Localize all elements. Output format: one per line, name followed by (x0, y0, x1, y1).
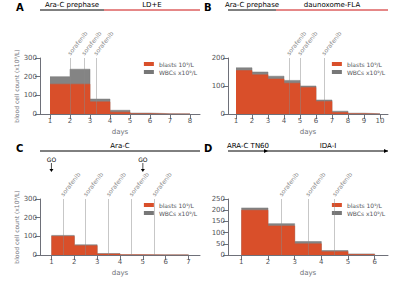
svg-text:9: 9 (362, 117, 366, 125)
svg-text:250: 250 (212, 195, 225, 203)
svg-text:6: 6 (148, 117, 153, 125)
svg-text:days: days (112, 269, 129, 277)
svg-text:300: 300 (24, 54, 37, 62)
svg-text:ARA-C TN60: ARA-C TN60 (227, 142, 269, 150)
svg-text:C: C (16, 143, 23, 154)
svg-text:sorafenib: sorafenib (304, 171, 327, 198)
svg-text:5: 5 (298, 117, 302, 125)
svg-text:1: 1 (239, 258, 243, 266)
svg-text:0: 0 (33, 251, 37, 259)
svg-text:GO: GO (138, 156, 148, 163)
svg-text:200: 200 (24, 73, 37, 81)
svg-text:IDA-I: IDA-I (320, 142, 337, 150)
svg-text:7: 7 (168, 117, 172, 125)
svg-text:4: 4 (282, 117, 287, 125)
svg-text:100: 100 (24, 232, 37, 240)
svg-text:200: 200 (212, 54, 225, 62)
svg-text:A: A (16, 2, 24, 13)
svg-text:200: 200 (24, 214, 37, 222)
svg-text:sorafenib: sorafenib (296, 30, 319, 57)
svg-text:GO: GO (47, 156, 57, 163)
svg-text:blasts 10⁹/L: blasts 10⁹/L (347, 61, 383, 68)
svg-text:6: 6 (314, 117, 319, 125)
svg-text:0: 0 (221, 110, 225, 118)
svg-text:2: 2 (266, 258, 270, 266)
svg-text:sorafenib: sorafenib (127, 171, 150, 198)
svg-text:3: 3 (266, 117, 270, 125)
svg-text:100: 100 (212, 82, 225, 90)
svg-text:WBCs x10⁹/L: WBCs x10⁹/L (347, 69, 386, 76)
svg-text:100: 100 (24, 91, 37, 99)
svg-text:sorafenib: sorafenib (65, 29, 89, 57)
svg-text:4: 4 (319, 258, 324, 266)
svg-text:4: 4 (108, 117, 113, 125)
svg-text:WBCs x10⁹/L: WBCs x10⁹/L (159, 210, 198, 217)
svg-text:10: 10 (376, 117, 385, 125)
svg-text:5: 5 (141, 258, 145, 266)
svg-text:2: 2 (72, 258, 76, 266)
svg-text:D: D (204, 143, 212, 154)
svg-text:3: 3 (292, 258, 296, 266)
svg-text:3: 3 (88, 117, 92, 125)
svg-text:300: 300 (24, 195, 37, 203)
svg-text:7: 7 (186, 258, 190, 266)
svg-text:sorafenib: sorafenib (320, 30, 343, 57)
svg-text:blasts 10⁹/L: blasts 10⁹/L (347, 202, 383, 209)
svg-text:6: 6 (163, 258, 168, 266)
svg-text:8: 8 (188, 117, 192, 125)
svg-text:daunoxome-FLA: daunoxome-FLA (304, 1, 361, 9)
svg-text:sorafenib: sorafenib (331, 171, 354, 198)
svg-text:days: days (300, 128, 317, 136)
svg-text:Ara-C prephase: Ara-C prephase (45, 1, 99, 9)
svg-text:blasts 10⁹/L: blasts 10⁹/L (159, 202, 195, 209)
svg-text:LD+E: LD+E (142, 1, 162, 9)
svg-text:sorafenib: sorafenib (92, 30, 115, 57)
svg-text:2: 2 (68, 117, 72, 125)
svg-text:blasts 10⁹/L: blasts 10⁹/L (159, 61, 195, 68)
svg-text:6: 6 (372, 258, 377, 266)
svg-text:B: B (204, 2, 212, 13)
svg-text:50: 50 (216, 240, 225, 248)
svg-text:150: 150 (212, 217, 225, 225)
svg-text:7: 7 (330, 117, 334, 125)
svg-text:WBCs x10⁹/L: WBCs x10⁹/L (347, 210, 386, 217)
svg-text:sorafenib: sorafenib (82, 171, 105, 198)
svg-text:sorafenib: sorafenib (59, 171, 82, 198)
svg-text:sorafenib: sorafenib (277, 171, 300, 198)
svg-text:sorafenib: sorafenib (150, 171, 173, 198)
svg-text:blood cell count (x10⁹/L): blood cell count (x10⁹/L) (13, 49, 20, 122)
svg-text:Ara-C: Ara-C (110, 142, 129, 150)
svg-text:3: 3 (95, 258, 99, 266)
svg-text:5: 5 (346, 258, 350, 266)
svg-text:1: 1 (49, 258, 53, 266)
svg-text:blood cell count (x10⁹/L): blood cell count (x10⁹/L) (13, 190, 20, 263)
svg-text:1: 1 (48, 117, 52, 125)
svg-text:sorafenib: sorafenib (104, 171, 127, 198)
svg-text:8: 8 (346, 117, 350, 125)
svg-text:2: 2 (250, 117, 254, 125)
svg-text:1: 1 (234, 117, 238, 125)
svg-text:days: days (112, 128, 129, 136)
svg-text:200: 200 (212, 206, 225, 214)
svg-text:0: 0 (221, 251, 225, 259)
svg-text:5: 5 (128, 117, 132, 125)
svg-text:0: 0 (33, 110, 37, 118)
svg-text:4: 4 (118, 258, 123, 266)
svg-text:Ara-C prephase: Ara-C prephase (225, 1, 279, 9)
svg-text:days: days (300, 269, 317, 277)
svg-text:100: 100 (212, 229, 225, 237)
svg-text:WBCs x10⁹/L: WBCs x10⁹/L (159, 69, 198, 76)
svg-text:sorafenib: sorafenib (79, 29, 103, 57)
